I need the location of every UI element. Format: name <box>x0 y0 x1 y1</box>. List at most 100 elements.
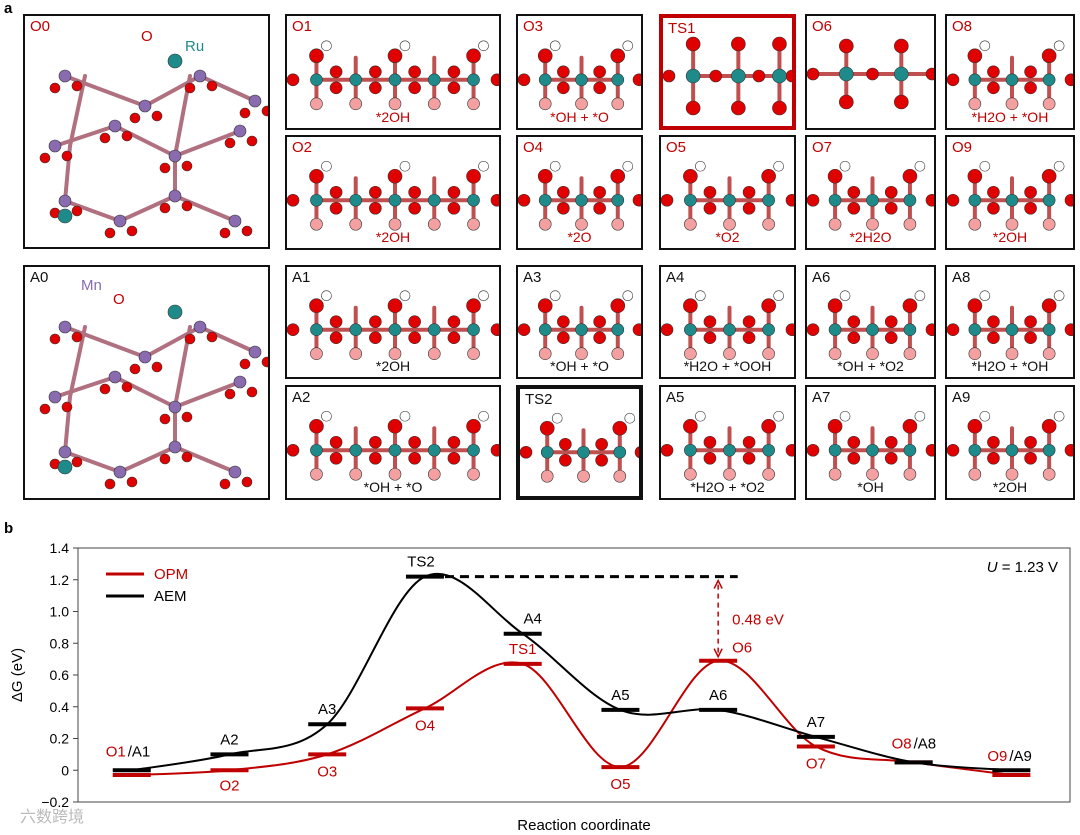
oxygen-atom <box>287 443 300 457</box>
oxygen-atom <box>447 315 461 329</box>
state-label: /A1 <box>128 743 151 760</box>
oxygen-atom <box>467 217 480 231</box>
structure-model <box>807 410 934 481</box>
manganese-atom <box>48 139 62 153</box>
oxygen-atom <box>538 347 552 360</box>
ruthenium-atom <box>467 443 480 457</box>
oxygen-atom <box>703 315 717 329</box>
oxygen-atom <box>925 193 934 207</box>
oxygen-atom <box>520 445 533 459</box>
oxygen-atom <box>903 347 917 360</box>
hydrogen-atom <box>979 160 991 172</box>
series-curve <box>131 659 1012 777</box>
oxygen-atom <box>159 202 171 214</box>
manganese-atom <box>193 320 207 334</box>
oxygen-atom <box>1064 73 1073 87</box>
oxygen-atom <box>785 193 794 207</box>
state-label: A4 <box>524 611 542 628</box>
oxygen-atom <box>39 403 51 415</box>
oxygen-atom <box>490 193 499 207</box>
ruthenium-atom <box>349 193 363 207</box>
oxygen-atom <box>1042 467 1056 481</box>
barrier-arrowhead <box>713 648 723 659</box>
oxygen-atom <box>388 467 402 481</box>
hydrogen-atom <box>399 160 411 172</box>
oxygen-atom <box>246 386 258 398</box>
manganese-atom <box>168 149 182 163</box>
ruthenium-atom <box>903 443 917 457</box>
oxygen-atom <box>827 168 843 184</box>
hydrogen-atom <box>1053 40 1065 52</box>
oxygen-atom <box>807 323 820 336</box>
manganese-atom <box>248 345 262 359</box>
structure-model <box>947 410 1073 481</box>
ruthenium-atom <box>684 323 697 337</box>
structure-ts2: TS2 <box>516 385 643 500</box>
state-label: O1 <box>106 743 126 760</box>
oxygen-atom <box>703 331 717 344</box>
structure-model <box>947 160 1073 231</box>
oxygen-atom <box>611 217 625 231</box>
oxygen-atom <box>610 48 626 64</box>
oxygen-atom <box>61 150 73 162</box>
oxygen-atom <box>387 168 403 184</box>
structure-a4: A4 *H2O + *OOH <box>659 265 796 379</box>
oxygen-atom <box>447 201 461 215</box>
manganese-atom <box>58 445 72 459</box>
oxygen-atom <box>595 453 608 467</box>
oxygen-atom <box>447 435 461 449</box>
ruthenium-atom <box>167 53 183 69</box>
structure-label: A1 <box>292 269 311 286</box>
hydrogen-atom <box>839 160 851 172</box>
ruthenium-atom <box>388 323 402 337</box>
state-label: A3 <box>318 701 336 718</box>
oxygen-atom <box>241 225 253 237</box>
hydrogen-atom <box>914 160 926 172</box>
oxygen-atom <box>309 298 324 314</box>
oxygen-atom <box>884 451 898 465</box>
oxygen-atom <box>1042 217 1056 231</box>
y-axis-label: ΔG (eV) <box>9 648 26 702</box>
structure-model <box>807 290 934 360</box>
ruthenium-atom <box>57 459 73 475</box>
manganese-atom <box>138 99 152 113</box>
oxygen-atom <box>866 67 879 81</box>
ruthenium-atom <box>467 323 480 337</box>
structure-label: A9 <box>952 389 971 406</box>
structure-a5: A5 *H2O + *O2 <box>659 385 796 500</box>
state-label: A6 <box>709 687 727 704</box>
y-tick-label: −0.2 <box>41 794 69 810</box>
oxygen-atom <box>987 185 1000 199</box>
oxygen-atom <box>539 420 555 436</box>
y-tick-label: 0.8 <box>50 635 70 651</box>
structure-label: A2 <box>292 389 311 406</box>
oxygen-atom <box>807 443 820 457</box>
manganese-atom <box>233 375 247 389</box>
oxygen-atom <box>537 48 553 64</box>
oxygen-atom <box>925 67 934 81</box>
ruthenium-atom <box>427 323 441 337</box>
ruthenium-atom <box>310 443 323 457</box>
y-tick-label: 0.6 <box>50 667 70 683</box>
hydrogen-atom <box>399 290 411 302</box>
oxygen-atom <box>309 48 324 64</box>
structure-label: A7 <box>812 389 831 406</box>
ruthenium-atom <box>575 73 588 87</box>
oxygen-atom <box>349 217 363 231</box>
ruthenium-atom <box>388 443 402 457</box>
oxygen-atom <box>184 333 196 345</box>
structure-model <box>518 40 641 111</box>
manganese-atom <box>168 189 182 203</box>
oxygen-atom <box>369 65 382 79</box>
state-label: A7 <box>807 714 825 731</box>
structure-label: O4 <box>523 139 544 156</box>
ruthenium-atom <box>968 73 982 87</box>
oxygen-atom <box>884 185 898 199</box>
ruthenium-atom <box>310 193 323 207</box>
oxygen-atom <box>329 451 343 465</box>
oxygen-atom <box>261 105 268 117</box>
manganese-atom <box>58 69 72 83</box>
hydrogen-atom <box>478 410 489 422</box>
oxygen-atom <box>703 201 717 215</box>
bond <box>173 129 242 158</box>
